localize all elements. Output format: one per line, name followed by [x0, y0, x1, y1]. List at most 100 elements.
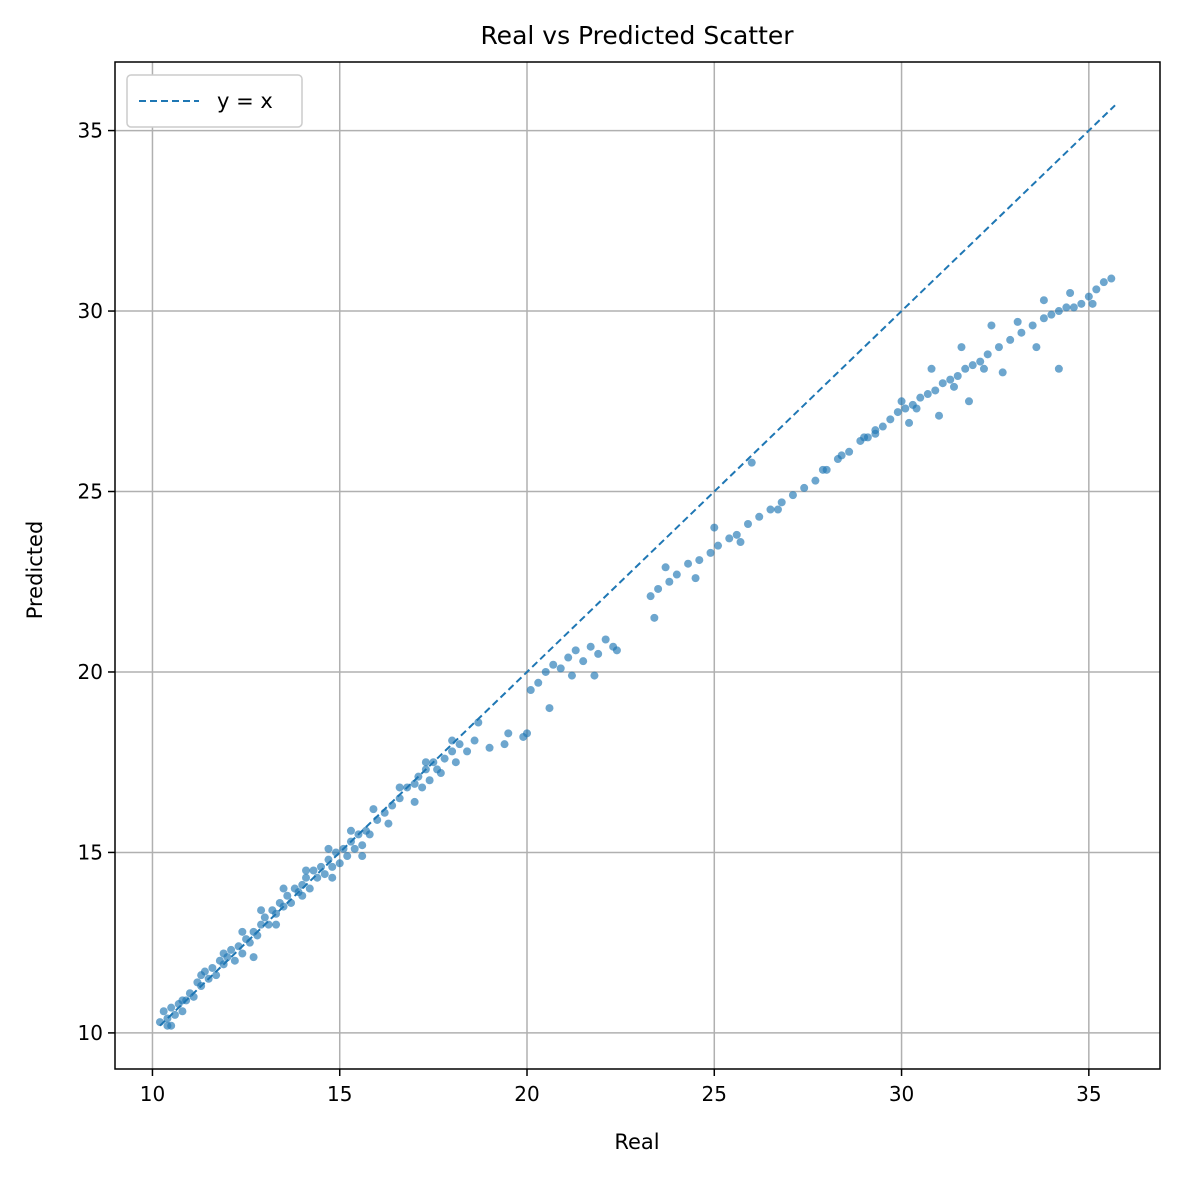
scatter-point: [654, 584, 663, 593]
scatter-point: [979, 364, 988, 373]
scatter-point: [298, 891, 307, 900]
scatter-point: [1006, 335, 1015, 344]
scatter-point: [994, 343, 1003, 352]
scatter-point: [346, 826, 355, 835]
legend-label: y = x: [217, 89, 273, 113]
scatter-point: [949, 382, 958, 391]
scatter-point: [946, 375, 955, 384]
plot-frame: [114, 61, 1161, 1070]
scatter-point: [871, 429, 880, 438]
x-tick-label: 10: [140, 1082, 165, 1106]
scatter-point: [931, 386, 940, 395]
scatter-point: [725, 534, 734, 543]
scatter-point: [170, 1010, 179, 1019]
scatter-point: [1092, 285, 1101, 294]
scatter-point: [1107, 274, 1116, 283]
scatter-point: [923, 390, 932, 399]
scatter-point: [328, 862, 337, 871]
grid-lines: [115, 62, 1160, 1069]
scatter-point: [777, 498, 786, 507]
scatter-point: [590, 671, 599, 680]
scatter-point: [788, 491, 797, 500]
scatter-point: [672, 570, 681, 579]
scatter-point: [905, 418, 914, 427]
chart-title: Real vs Predicted Scatter: [480, 21, 794, 50]
scatter-point: [343, 852, 352, 861]
scatter-point: [500, 740, 509, 749]
scatter-point: [305, 884, 314, 893]
scatter-point: [897, 397, 906, 406]
scatter-point: [369, 805, 378, 814]
scatter-point: [1099, 278, 1108, 287]
scatter-point: [571, 646, 580, 655]
data-points: [155, 274, 1116, 1030]
x-axis-label: Real: [614, 1130, 659, 1154]
scatter-point: [159, 1007, 168, 1016]
scatter-point: [1013, 317, 1022, 326]
y-tick-label: 10: [78, 1021, 103, 1045]
scatter-point: [163, 1021, 172, 1030]
scatter-point: [418, 783, 427, 792]
scatter-point: [451, 758, 460, 767]
scatter-point: [219, 949, 228, 958]
scatter-point: [272, 920, 281, 929]
scatter-point: [448, 747, 457, 756]
scatter-point: [612, 646, 621, 655]
scatter-point: [1084, 292, 1093, 301]
scatter-point: [901, 404, 910, 413]
scatter-point: [983, 350, 992, 359]
scatter-point: [1039, 296, 1048, 305]
scatter-point: [358, 841, 367, 850]
scatter-point: [197, 971, 206, 980]
scatter-point: [567, 671, 576, 680]
scatter-point: [410, 797, 419, 806]
scatter-point: [736, 538, 745, 547]
scatter-point: [425, 776, 434, 785]
scatter-point: [766, 505, 775, 514]
scatter-point: [320, 870, 329, 879]
scatter-point: [710, 523, 719, 532]
scatter-point: [474, 718, 483, 727]
scatter-point: [350, 844, 359, 853]
y-tick-label: 20: [78, 660, 103, 684]
scatter-point: [800, 483, 809, 492]
scatter-point: [1017, 328, 1026, 337]
scatter-point: [912, 404, 921, 413]
scatter-point: [665, 577, 674, 586]
x-tick-label: 35: [1076, 1082, 1101, 1106]
scatter-point: [818, 465, 827, 474]
scatter-point: [365, 830, 374, 839]
scatter-point: [485, 743, 494, 752]
scatter-point: [732, 530, 741, 539]
y-tick-label: 25: [78, 480, 103, 504]
scatter-point: [773, 505, 782, 514]
scatter-point: [927, 364, 936, 373]
scatter-point: [1032, 343, 1041, 352]
scatter-point: [208, 963, 217, 972]
scatter-point: [384, 819, 393, 828]
scatter-point: [968, 361, 977, 370]
y-equals-x-line: [159, 104, 1116, 1027]
y-axis-ticks: 10 15 20 25 30 35: [78, 119, 115, 1045]
y-tick-label: 30: [78, 299, 103, 323]
scatter-point: [1062, 303, 1071, 312]
scatter-point: [395, 783, 404, 792]
scatter-point: [691, 574, 700, 583]
scatter-point: [324, 844, 333, 853]
scatter-point: [541, 667, 550, 676]
scatter-point: [545, 704, 554, 713]
scatter-point: [1066, 288, 1075, 297]
x-tick-label: 25: [702, 1082, 727, 1106]
scatter-point: [1088, 299, 1097, 308]
scatter-point: [845, 447, 854, 456]
scatter-point: [526, 686, 535, 695]
scatter-point: [706, 548, 715, 557]
scatter-point: [309, 866, 318, 875]
scatter-point: [335, 859, 344, 868]
x-tick-label: 30: [889, 1082, 914, 1106]
scatter-point: [1069, 303, 1078, 312]
scatter-point: [953, 372, 962, 381]
scatter-point: [579, 657, 588, 666]
scatter-point: [976, 357, 985, 366]
